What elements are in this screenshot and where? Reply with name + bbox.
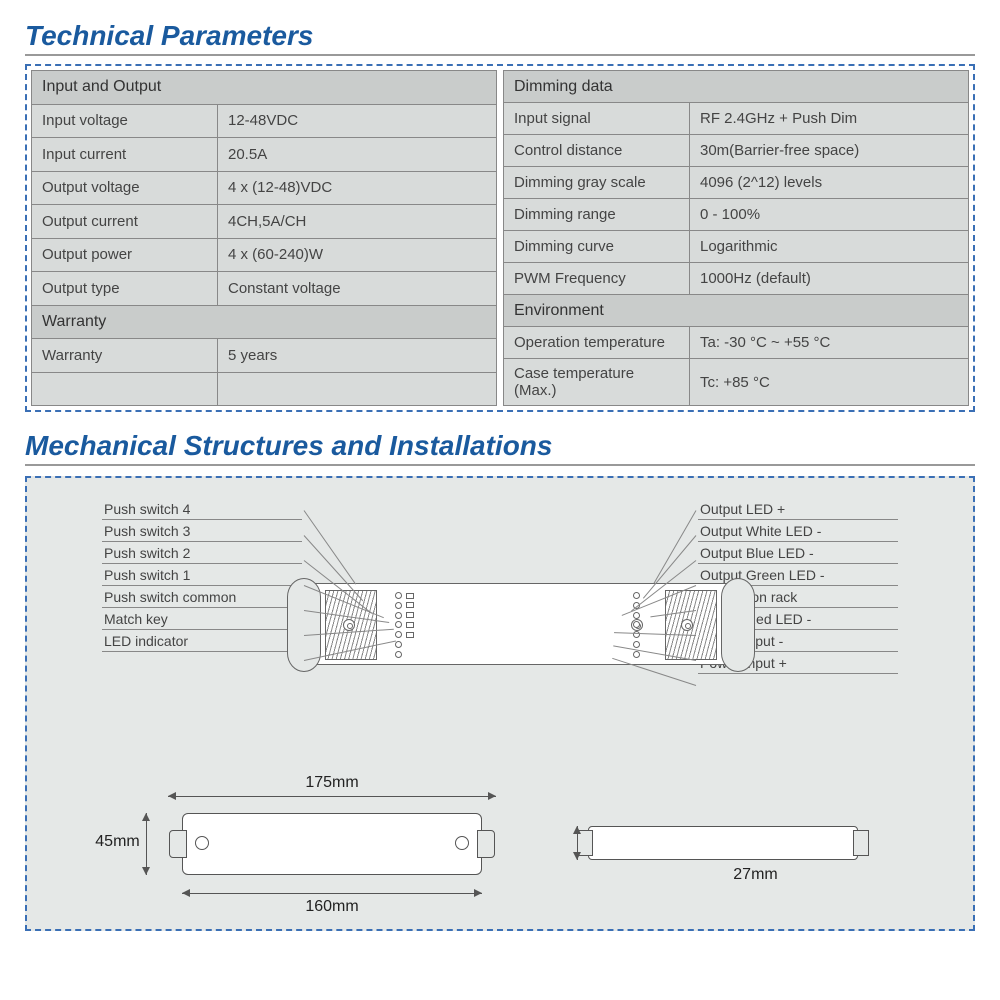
spec-key: Operation temperature (504, 327, 690, 359)
spec-value: 4 x (12-48)VDC (218, 171, 497, 205)
spec-table-right: Dimming dataInput signalRF 2.4GHz + Push… (503, 70, 969, 406)
spec-value: Constant voltage (218, 272, 497, 306)
spec-key: Input current (32, 138, 218, 172)
spec-value: Tc: +85 °C (690, 359, 969, 406)
spec-value: 4CH,5A/CH (218, 205, 497, 239)
spec-table-left: Input and OutputInput voltage12-48VDCInp… (31, 70, 497, 406)
table-section-header: Warranty (32, 305, 497, 339)
callout-label: Push switch 4 (102, 498, 302, 520)
table-row: Dimming gray scale4096 (2^12) levels (504, 167, 969, 199)
spec-value: 5 years (218, 339, 497, 373)
dim-height: 45mm (90, 833, 145, 851)
spec-value (218, 372, 497, 406)
callout-label: Output Blue LED - (698, 542, 898, 564)
tech-params-box: Input and OutputInput voltage12-48VDCInp… (25, 64, 975, 412)
spec-key: Dimming gray scale (504, 167, 690, 199)
spec-key: Dimming range (504, 199, 690, 231)
table-section-header: Environment (504, 295, 969, 327)
spec-key: Dimming curve (504, 231, 690, 263)
spec-value: 12-48VDC (218, 104, 497, 138)
spec-value: 4 x (60-240)W (218, 238, 497, 272)
table-section-header: Input and Output (32, 71, 497, 105)
spec-key: Case temperature (Max.) (504, 359, 690, 406)
table-row: Output voltage4 x (12-48)VDC (32, 171, 497, 205)
dim-overall-length: 175mm (292, 774, 372, 792)
table-section-header: Dimming data (504, 71, 969, 103)
spec-value: 30m(Barrier-free space) (690, 135, 969, 167)
callout-label: LED indicator (102, 630, 302, 652)
bottom-diagram: 175mm 45mm 160mm 27mm (42, 758, 958, 918)
table-row: Case temperature (Max.)Tc: +85 °C (504, 359, 969, 406)
spec-key (32, 372, 218, 406)
spec-key: Output current (32, 205, 218, 239)
spec-value: Ta: -30 °C ~ +55 °C (690, 327, 969, 359)
spec-key: PWM Frequency (504, 263, 690, 295)
spec-key: Input voltage (32, 104, 218, 138)
table-row: PWM Frequency1000Hz (default) (504, 263, 969, 295)
table-row (32, 372, 497, 406)
spec-value: 0 - 100% (690, 199, 969, 231)
table-row: Dimming range0 - 100% (504, 199, 969, 231)
spec-value: 20.5A (218, 138, 497, 172)
callouts-left: Push switch 4Push switch 3Push switch 2P… (102, 498, 302, 652)
table-row: Output typeConstant voltage (32, 272, 497, 306)
table-row: Warranty5 years (32, 339, 497, 373)
device-side-view (588, 826, 858, 860)
callout-label: Push switch 3 (102, 520, 302, 542)
spec-key: Output power (32, 238, 218, 272)
spec-value: Logarithmic (690, 231, 969, 263)
spec-key: Input signal (504, 103, 690, 135)
top-diagram: Push switch 4Push switch 3Push switch 2P… (42, 498, 958, 748)
spec-value: 1000Hz (default) (690, 263, 969, 295)
spec-key: Control distance (504, 135, 690, 167)
callout-label: Match key (102, 608, 302, 630)
section-title-mech: Mechanical Structures and Installations (25, 430, 975, 466)
table-row: Input voltage12-48VDC (32, 104, 497, 138)
table-row: Operation temperatureTa: -30 °C ~ +55 °C (504, 327, 969, 359)
spec-key: Output voltage (32, 171, 218, 205)
table-row: Input signalRF 2.4GHz + Push Dim (504, 103, 969, 135)
callout-label: Output LED + (698, 498, 898, 520)
table-row: Input current20.5A (32, 138, 497, 172)
table-row: Output power4 x (60-240)W (32, 238, 497, 272)
callout-label: Push switch 2 (102, 542, 302, 564)
dim-body-length: 160mm (292, 898, 372, 916)
callout-label: Output White LED - (698, 520, 898, 542)
mech-box: Push switch 4Push switch 3Push switch 2P… (25, 476, 975, 931)
callout-label: Push switch common (102, 586, 302, 608)
callout-label: Push switch 1 (102, 564, 302, 586)
section-title-tech: Technical Parameters (25, 20, 975, 56)
spec-key: Warranty (32, 339, 218, 373)
spec-value: RF 2.4GHz + Push Dim (690, 103, 969, 135)
device-front-view (182, 813, 482, 875)
table-row: Output current4CH,5A/CH (32, 205, 497, 239)
dim-thickness: 27mm (728, 866, 783, 884)
table-row: Control distance30m(Barrier-free space) (504, 135, 969, 167)
spec-value: 4096 (2^12) levels (690, 167, 969, 199)
table-row: Dimming curveLogarithmic (504, 231, 969, 263)
spec-key: Output type (32, 272, 218, 306)
